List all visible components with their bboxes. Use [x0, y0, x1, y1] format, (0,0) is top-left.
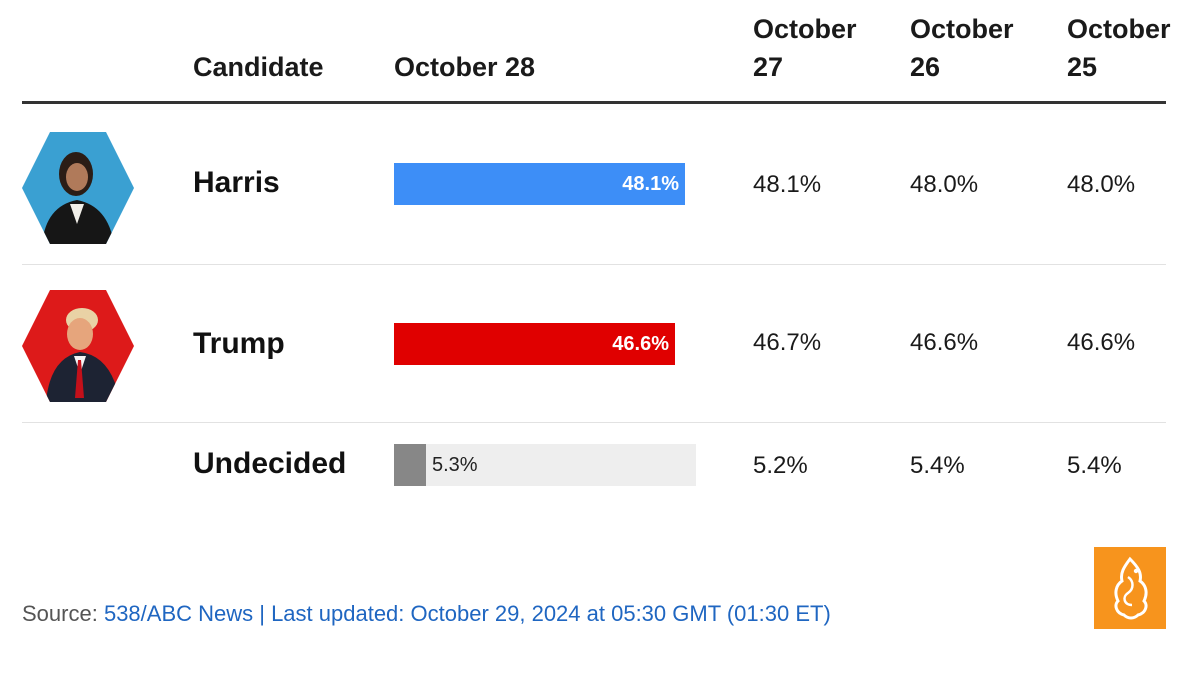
undecided-oct27: 5.2%: [753, 452, 808, 479]
bar-track-harris: 48.1%: [394, 163, 696, 205]
harris-oct27: 48.1%: [753, 171, 822, 198]
trump-oct25: 46.6%: [1067, 329, 1136, 356]
harris-avatar: [22, 132, 134, 244]
header-october-25-text: October 25: [1067, 14, 1171, 82]
bar-label-trump: 46.6%: [612, 333, 669, 355]
source-link[interactable]: 538/ABC News | Last updated: October 29,…: [103, 601, 831, 626]
row-divider: [22, 422, 1166, 423]
bar-trump: [394, 323, 675, 365]
source-label: Source:: [22, 601, 98, 626]
header-october-26: October 26: [910, 10, 1030, 86]
candidate-name-undecided: Undecided: [193, 447, 347, 480]
harris-oct26: 48.0%: [910, 171, 979, 198]
bar-label-harris: 48.1%: [622, 173, 679, 195]
header-october-27: October 27: [753, 10, 873, 86]
header-divider: [22, 101, 1166, 104]
header-october-25: October 25: [1067, 10, 1177, 86]
undecided-oct26: 5.4%: [910, 452, 965, 479]
candidate-name-trump: Trump: [193, 327, 285, 360]
header-october-27-text: October 27: [753, 14, 857, 82]
undecided-oct25: 5.4%: [1067, 452, 1122, 479]
trump-oct27: 46.7%: [753, 329, 822, 356]
bar-track-undecided: 5.3%: [394, 444, 696, 486]
header-october-28: October 28: [394, 52, 536, 82]
trump-oct26: 46.6%: [910, 329, 979, 356]
al-jazeera-logo: [1094, 547, 1166, 629]
bar-undecided: [394, 444, 426, 486]
bar-harris: [394, 163, 685, 205]
row-divider: [22, 264, 1166, 265]
candidate-name-harris: Harris: [193, 166, 280, 199]
header-candidate: Candidate: [193, 52, 324, 82]
bar-label-undecided: 5.3%: [432, 454, 478, 476]
harris-oct25: 48.0%: [1067, 171, 1136, 198]
source-note: Source: 538/ABC News | Last updated: Oct…: [22, 601, 831, 627]
header-october-26-text: October 26: [910, 14, 1014, 82]
trump-avatar: [22, 290, 134, 402]
bar-track-trump: 46.6%: [394, 323, 696, 365]
